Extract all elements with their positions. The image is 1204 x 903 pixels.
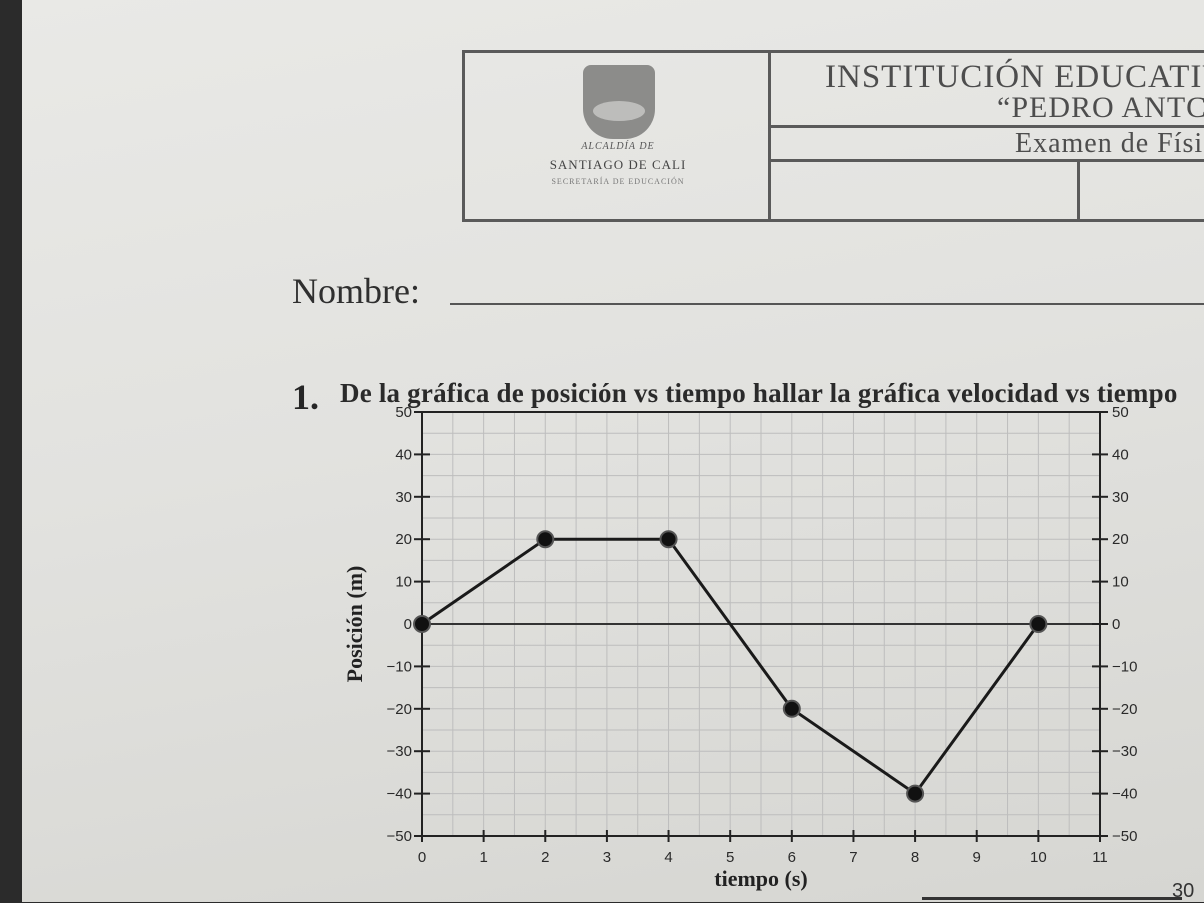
y-tick-label-left: 50 bbox=[395, 404, 412, 421]
logo-line-1: ALCALDÍA DE bbox=[581, 141, 655, 152]
y-tick-label-right: 10 bbox=[1112, 574, 1129, 591]
x-tick-label: 3 bbox=[603, 849, 611, 866]
x-tick-label: 6 bbox=[788, 849, 796, 866]
institution-title: INSTITUCIÓN EDUCATIV bbox=[825, 59, 1204, 95]
header-divider bbox=[1077, 159, 1080, 219]
data-point bbox=[659, 530, 678, 549]
x-axis-title: tiempo (s) bbox=[714, 866, 807, 891]
y-tick-label-right: −30 bbox=[1112, 743, 1137, 760]
coat-of-arms-icon bbox=[583, 65, 655, 139]
header-divider bbox=[771, 159, 1204, 162]
data-point bbox=[413, 615, 431, 633]
x-tick-label: 9 bbox=[973, 849, 981, 866]
x-tick-label: 7 bbox=[849, 849, 857, 866]
x-tick-label: 4 bbox=[664, 849, 672, 866]
data-point bbox=[782, 699, 801, 718]
logo-line-2: SANTIAGO DE CALI bbox=[549, 157, 687, 172]
y-tick-label-right: −50 bbox=[1112, 828, 1137, 845]
y-tick-label-right: −20 bbox=[1112, 701, 1137, 718]
data-point bbox=[1029, 615, 1048, 633]
x-tick-label: 0 bbox=[418, 849, 426, 866]
x-tick-label: 2 bbox=[541, 849, 549, 866]
nombre-field[interactable] bbox=[450, 303, 1204, 305]
y-tick-label-right: 20 bbox=[1112, 531, 1129, 548]
y-axis-title: Posición (m) bbox=[342, 566, 367, 683]
y-tick-label-left: −30 bbox=[387, 743, 412, 760]
data-point bbox=[906, 784, 925, 803]
y-tick-label-right: 50 bbox=[1112, 404, 1129, 421]
x-tick-label: 5 bbox=[726, 849, 734, 866]
y-tick-label-left: 40 bbox=[395, 446, 412, 463]
logo-line-3: SECRETARÍA DE EDUCACIÓN bbox=[551, 177, 685, 186]
y-tick-label-left: 30 bbox=[395, 489, 412, 506]
page-footer-line bbox=[922, 897, 1182, 900]
question-number: 1. bbox=[292, 377, 319, 417]
nombre-label: Nombre: bbox=[292, 271, 420, 311]
x-tick-label: 8 bbox=[911, 849, 919, 866]
y-tick-label-right: 0 bbox=[1112, 616, 1120, 633]
page-number: 30 bbox=[1172, 880, 1195, 902]
x-tick-label: 10 bbox=[1030, 849, 1047, 866]
y-tick-label-left: 0 bbox=[404, 616, 412, 633]
exam-title: Examen de Físi bbox=[1015, 128, 1204, 159]
header-divider bbox=[771, 125, 1204, 128]
logo-cell: ALCALDÍA DE SANTIAGO DE CALI SECRETARÍA … bbox=[465, 53, 771, 219]
question-text: De la gráfica de posición vs tiempo hall… bbox=[340, 378, 1178, 408]
x-tick-label: 1 bbox=[479, 849, 487, 866]
y-tick-label-left: 10 bbox=[395, 574, 412, 591]
y-tick-label-right: −10 bbox=[1112, 658, 1137, 675]
y-tick-label-left: −40 bbox=[387, 786, 412, 803]
y-tick-label-left: −10 bbox=[387, 658, 412, 675]
position-series-line bbox=[421, 537, 1040, 796]
y-tick-label-right: −40 bbox=[1112, 786, 1137, 803]
y-tick-label-left: −20 bbox=[387, 701, 412, 718]
y-tick-label-right: 30 bbox=[1112, 489, 1129, 506]
y-tick-label-right: 40 bbox=[1112, 446, 1129, 463]
y-tick-label-left: −50 bbox=[387, 828, 412, 845]
x-tick-label: 11 bbox=[1092, 849, 1108, 866]
institution-name: “PEDRO ANTC bbox=[997, 91, 1204, 124]
y-tick-label-left: 20 bbox=[395, 531, 412, 548]
institution-header: ALCALDÍA DE SANTIAGO DE CALI SECRETARÍA … bbox=[462, 50, 1204, 222]
data-point bbox=[536, 530, 555, 549]
